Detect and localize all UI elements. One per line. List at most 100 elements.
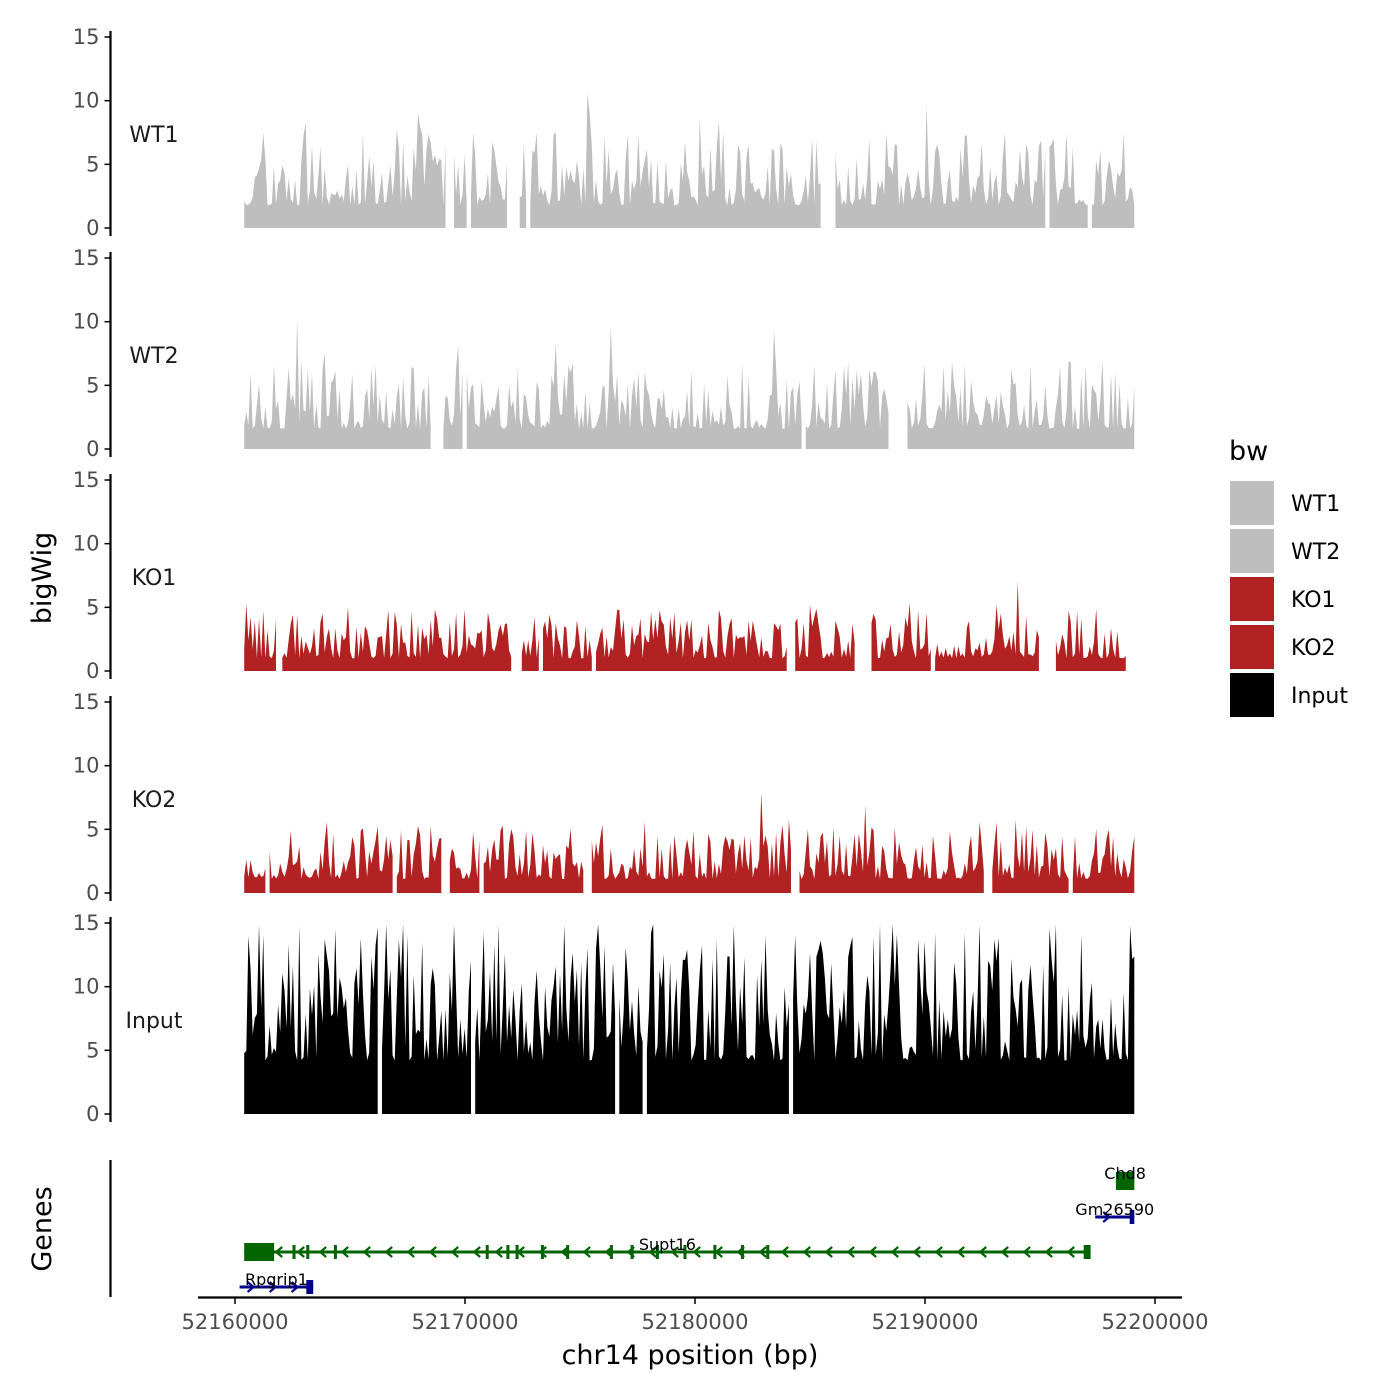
gene-exon — [1129, 1210, 1135, 1224]
strand-arrow — [246, 1281, 256, 1293]
y-tick-label: 5 — [86, 1038, 99, 1062]
signal-area-ko2 — [244, 859, 266, 893]
gene-exon — [244, 1243, 275, 1261]
gene-label: Supt16 — [639, 1235, 696, 1254]
signal-area-input — [793, 924, 1135, 1114]
y-tick-label: 10 — [73, 310, 100, 334]
y-tick-label: 5 — [86, 373, 99, 397]
strand-arrow — [1000, 1246, 1009, 1258]
strand-arrow — [494, 1246, 503, 1258]
gene-label: Rpgrip1 — [245, 1270, 308, 1289]
legend-title: bw — [1229, 436, 1268, 467]
signal-area-wt2 — [244, 318, 431, 449]
legend-key-ko1 — [1230, 577, 1274, 621]
signal-area-wt1 — [1091, 132, 1135, 228]
track-wt1: 0 5 10 15 WT1 — [73, 25, 1135, 240]
gene-exon — [766, 1245, 770, 1259]
signal-area-ko1 — [935, 581, 1039, 671]
gene-exon — [292, 1245, 296, 1259]
track-label-wt1: WT1 — [129, 123, 178, 148]
signal-area-input — [619, 947, 643, 1114]
x-tick-label: 52170000 — [412, 1310, 519, 1334]
signal-area-ko1 — [1055, 608, 1126, 671]
x-axis: 52160000 52170000 52180000 52190000 52200000 — [182, 1296, 1209, 1334]
gene-label: Chd8 — [1104, 1164, 1146, 1183]
signal-area-ko1 — [244, 603, 276, 671]
signal-area-input — [382, 924, 471, 1114]
strand-arrow — [934, 1246, 943, 1258]
strand-arrow — [318, 1246, 327, 1258]
gene-rprd1b: Rpgrip1 — [239, 1270, 314, 1294]
signal-area-wt1 — [244, 112, 446, 228]
signal-area-wt1 — [1049, 132, 1088, 228]
y-tick-label: 5 — [86, 595, 99, 619]
strand-arrow — [846, 1246, 855, 1258]
y-tick-label: 15 — [73, 25, 100, 49]
signal-area-input — [646, 924, 789, 1114]
signal-area-wt2 — [907, 360, 1135, 449]
strand-arrow — [296, 1246, 305, 1258]
signal-area-ko1 — [543, 614, 592, 671]
y-tick-label: 10 — [73, 975, 100, 999]
gene-exon — [630, 1245, 634, 1259]
signal-area-wt1 — [530, 93, 821, 228]
y-tick-label: 15 — [73, 468, 100, 492]
signal-area-ko2 — [449, 832, 480, 893]
y-axis-title: bigWig — [27, 532, 58, 625]
tracks-group: 0 5 10 15 WT1 0 5 10 15 WT2 0 5 10 15 KO1 0 5 10 15 KO2 0 5 10… — [73, 25, 1135, 1126]
gene-exon — [506, 1245, 510, 1259]
y-tick-label: 10 — [73, 532, 100, 556]
signal-area-ko2 — [269, 822, 393, 893]
gene-supt16: Supt16 — [244, 1235, 1091, 1261]
gene-exon — [306, 1245, 310, 1259]
gene-exon — [515, 1245, 519, 1259]
track-label-wt2: WT2 — [129, 344, 178, 369]
legend-label-ko2: KO2 — [1291, 636, 1336, 661]
strand-arrow — [384, 1246, 393, 1258]
y-tick-label: 0 — [86, 881, 99, 905]
strand-arrow — [472, 1246, 481, 1258]
track-label-ko1: KO1 — [132, 566, 177, 591]
strand-arrow — [1102, 1211, 1111, 1223]
signal-area-wt2 — [443, 345, 463, 449]
legend-label-wt2: WT2 — [1291, 540, 1340, 565]
strand-arrow — [340, 1246, 349, 1258]
y-tick-label: 10 — [73, 89, 100, 113]
strand-arrow — [978, 1246, 987, 1258]
signal-area-input — [244, 924, 378, 1114]
x-tick-label: 52200000 — [1102, 1310, 1209, 1334]
strand-arrow — [1044, 1246, 1053, 1258]
y-tick-label: 5 — [86, 152, 99, 176]
signal-area-ko2 — [799, 805, 984, 893]
gene-panel: Chd8 Gm26590 Supt16 Rpgrip1 — [109, 1160, 1154, 1297]
gene-exon — [333, 1245, 337, 1259]
y-tick-label: 15 — [73, 246, 100, 270]
signal-area-ko2 — [483, 825, 584, 893]
genes-axis-title: Genes — [27, 1186, 58, 1271]
signal-area-ko1 — [596, 609, 787, 671]
signal-area-wt2 — [805, 362, 889, 449]
legend-label-input: Input — [1291, 684, 1348, 709]
strand-arrow — [758, 1246, 767, 1258]
strand-arrow — [868, 1246, 877, 1258]
signal-area-input — [475, 924, 616, 1114]
y-tick-label: 10 — [73, 754, 100, 778]
track-ko1: 0 5 10 15 KO1 — [73, 468, 1126, 683]
gene-exon — [1083, 1245, 1091, 1259]
gene-exon — [566, 1245, 570, 1259]
gene-exon — [609, 1245, 613, 1259]
strand-arrow — [362, 1246, 371, 1258]
signal-area-wt1 — [454, 154, 467, 228]
strand-arrow — [780, 1246, 789, 1258]
signal-area-wt1 — [835, 104, 1046, 228]
legend: bw WT1 WT2 KO1 KO2 Input — [1229, 436, 1348, 717]
gene-chd8: Chd8 — [1104, 1164, 1146, 1190]
signal-area-ko2 — [396, 826, 442, 893]
strand-arrow — [450, 1246, 459, 1258]
gene-exon — [713, 1245, 717, 1259]
y-tick-label: 0 — [86, 659, 99, 683]
y-tick-label: 15 — [73, 911, 100, 935]
gene-exon — [306, 1280, 314, 1294]
signal-area-wt1 — [471, 133, 507, 228]
track-label-input: Input — [126, 1009, 183, 1034]
